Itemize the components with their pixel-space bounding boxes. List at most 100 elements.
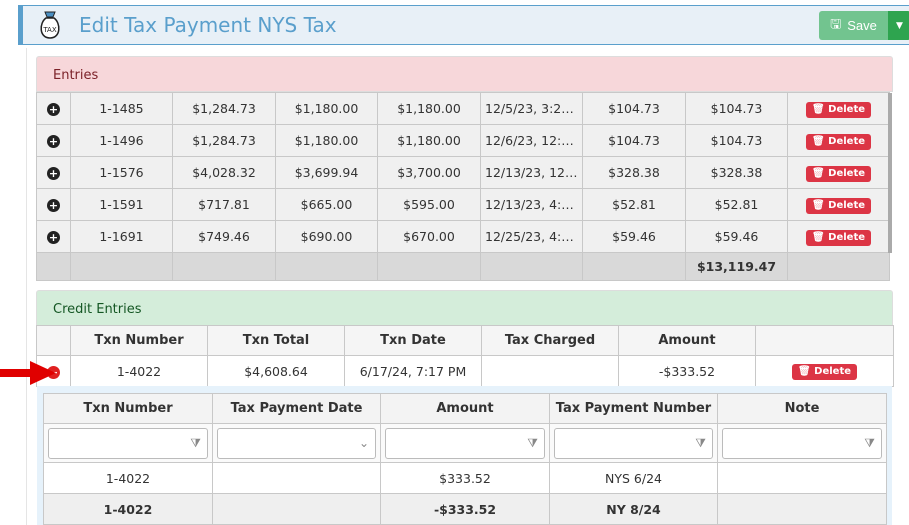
delete-button[interactable]: 🗑 Delete [805, 229, 872, 246]
cell: 12/13/23, 4:55... [480, 188, 583, 221]
trash-icon: 🗑 [811, 167, 825, 179]
column-header[interactable]: Txn Number [43, 393, 213, 424]
save-dropdown-button[interactable]: ▼ [888, 11, 909, 40]
table-footer-row: 1-4022 -$333.52 NY 8/24 [43, 493, 887, 525]
delete-button[interactable]: 🗑 Delete [805, 165, 872, 182]
column-header[interactable]: Txn Total [207, 325, 345, 356]
cell: $1,284.73 [172, 92, 276, 125]
expand-row-button[interactable]: + [36, 124, 71, 157]
tax-payment-date-filter-select[interactable]: ⌄ [217, 427, 376, 459]
cell: $1,284.73 [172, 124, 276, 157]
entries-panel-header: Entries [36, 56, 893, 92]
cell: 1-1691 [70, 220, 173, 253]
divider [26, 48, 27, 525]
cell: $595.00 [377, 188, 481, 221]
save-button[interactable]: 🖫 Save [819, 11, 888, 40]
plus-circle-icon: + [47, 199, 60, 212]
cell: 1-1591 [70, 188, 173, 221]
cell: $104.73 [582, 124, 686, 157]
trash-icon: 🗑 [811, 135, 825, 147]
expand-row-button[interactable]: + [36, 92, 71, 125]
cell: $59.46 [685, 220, 788, 253]
collapse-row-button[interactable]: − [36, 355, 71, 387]
cell: $1,180.00 [275, 92, 378, 125]
cell: $328.38 [685, 156, 788, 189]
table-row: +1-1496 $1,284.73 $1,180.00 $1,180.00 12/6/2… [36, 124, 890, 157]
table-row: +1-1576 $4,028.32 $3,699.94 $3,700.00 12/13/… [36, 156, 890, 189]
entries-table: +1-1485 $1,284.73 $1,180.00 $1,180.00 12/5/2… [36, 92, 890, 281]
table-row: − 1-4022 $4,608.64 6/17/24, 7:17 PM -$33… [36, 355, 894, 387]
tax-payment-detail-table: Txn Number Tax Payment Date Amount Tax P… [43, 393, 887, 525]
cell: $1,180.00 [377, 92, 481, 125]
cell: $3,699.94 [275, 156, 378, 189]
caret-down-icon: ▼ [896, 20, 903, 31]
cell: $328.38 [582, 156, 686, 189]
cell: 12/25/23, 4:30... [480, 220, 583, 253]
note-filter-input[interactable]: ⧩ [722, 427, 882, 459]
column-header[interactable]: Txn Date [344, 325, 482, 356]
column-header[interactable]: Amount [618, 325, 756, 356]
red-arrow-annotation [0, 361, 56, 385]
cell: $104.73 [685, 124, 788, 157]
table-row: +1-1691 $749.46 $690.00 $670.00 12/25/23, 4:… [36, 220, 890, 253]
credit-entries-table: Txn Number Txn Total Txn Date Tax Charge… [36, 325, 894, 387]
cell: $1,180.00 [377, 124, 481, 157]
expand-row-button[interactable]: + [36, 188, 71, 221]
svg-text:TAX: TAX [42, 26, 57, 34]
plus-circle-icon: + [47, 103, 60, 116]
table-footer-row: $13,119.47 [36, 252, 890, 281]
cell: $1,180.00 [275, 124, 378, 157]
column-header[interactable]: Tax Payment Date [212, 393, 381, 424]
delete-button[interactable]: 🗑 Delete [805, 101, 872, 118]
cell: $104.73 [685, 92, 788, 125]
cell: $690.00 [275, 220, 378, 253]
column-header[interactable]: Amount [380, 393, 550, 424]
txn-number-filter-input[interactable]: ⧩ [48, 427, 208, 459]
cell: 12/13/23, 12:3... [480, 156, 583, 189]
cell: 1-1485 [70, 92, 173, 125]
cell: $749.46 [172, 220, 276, 253]
floppy-disk-icon: 🖫 [830, 15, 842, 31]
cell: $59.46 [582, 220, 686, 253]
column-header[interactable]: Note [717, 393, 887, 424]
trash-icon: 🗑 [811, 231, 825, 243]
scrollbar[interactable] [888, 93, 892, 253]
cell: $3,700.00 [377, 156, 481, 189]
delete-button[interactable]: 🗑 Delete [791, 364, 858, 380]
table-row: +1-1485 $1,284.73 $1,180.00 $1,180.00 12/5/2… [36, 92, 890, 125]
expand-row-button[interactable]: + [36, 156, 71, 189]
column-header[interactable]: Tax Charged [481, 325, 619, 356]
cell: 1-1576 [70, 156, 173, 189]
filter-icon[interactable]: ⧩ [190, 435, 201, 450]
cell: $670.00 [377, 220, 481, 253]
total-amount: $13,119.47 [685, 252, 788, 281]
cell: 1-1496 [70, 124, 173, 157]
cell: $717.81 [172, 188, 276, 221]
filter-icon[interactable]: ⧩ [527, 435, 538, 450]
cell: $665.00 [275, 188, 378, 221]
delete-button[interactable]: 🗑 Delete [805, 197, 872, 214]
column-header[interactable]: Tax Payment Number [549, 393, 718, 424]
page-title: Edit Tax Payment NYS Tax [79, 13, 337, 37]
credit-entries-panel-header: Credit Entries [36, 290, 893, 326]
plus-circle-icon: + [47, 167, 60, 180]
trash-icon: 🗑 [811, 199, 825, 211]
filter-icon[interactable]: ⧩ [695, 435, 706, 450]
cell: $4,028.32 [172, 156, 276, 189]
filter-icon[interactable]: ⧩ [864, 435, 875, 450]
tax-bag-icon: TAX [40, 11, 60, 39]
page-header: TAX Edit Tax Payment NYS Tax 🖫 Save ▼ [18, 5, 909, 45]
column-header[interactable]: Txn Number [70, 325, 208, 356]
plus-circle-icon: + [47, 231, 60, 244]
cell: 12/5/23, 3:26 ... [480, 92, 583, 125]
expand-row-button[interactable]: + [36, 220, 71, 253]
delete-button[interactable]: 🗑 Delete [805, 133, 872, 150]
chevron-down-icon: ⌄ [358, 435, 369, 450]
trash-icon: 🗑 [811, 103, 825, 115]
cell: $104.73 [582, 92, 686, 125]
amount-filter-input[interactable]: ⧩ [385, 427, 545, 459]
table-row: +1-1591 $717.81 $665.00 $595.00 12/13/23, 4:… [36, 188, 890, 221]
cell: 12/6/23, 12:44... [480, 124, 583, 157]
tax-payment-number-filter-input[interactable]: ⧩ [554, 427, 713, 459]
table-row: 1-4022 $333.52 NYS 6/24 [43, 462, 887, 494]
